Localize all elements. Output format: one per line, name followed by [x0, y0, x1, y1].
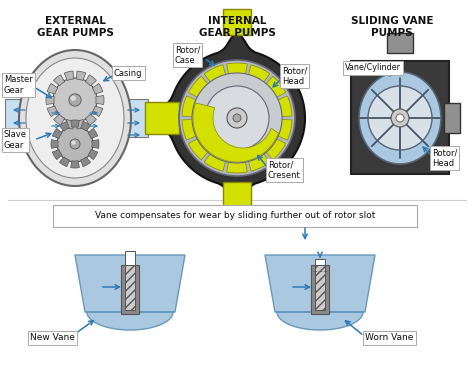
Ellipse shape [19, 50, 131, 186]
Text: Vane/Cylinder: Vane/Cylinder [345, 64, 401, 73]
Circle shape [72, 141, 76, 145]
Text: New Vane: New Vane [30, 334, 75, 342]
FancyBboxPatch shape [121, 265, 139, 314]
Wedge shape [91, 140, 99, 148]
Wedge shape [52, 150, 62, 159]
FancyBboxPatch shape [444, 103, 460, 133]
Text: Rotor/
Head: Rotor/ Head [282, 66, 307, 86]
Ellipse shape [359, 72, 441, 164]
Wedge shape [264, 137, 286, 160]
Circle shape [69, 94, 81, 106]
Wedge shape [59, 121, 69, 131]
FancyBboxPatch shape [387, 33, 413, 53]
Wedge shape [71, 161, 79, 168]
Wedge shape [51, 140, 58, 148]
Wedge shape [85, 114, 96, 125]
Wedge shape [275, 96, 292, 117]
FancyBboxPatch shape [125, 265, 135, 310]
Wedge shape [81, 157, 91, 167]
Circle shape [391, 109, 409, 127]
FancyBboxPatch shape [315, 265, 325, 310]
Polygon shape [75, 255, 185, 330]
Wedge shape [204, 152, 226, 171]
FancyBboxPatch shape [53, 205, 417, 227]
FancyBboxPatch shape [223, 182, 251, 208]
Circle shape [179, 60, 295, 176]
Circle shape [70, 139, 80, 149]
Wedge shape [92, 83, 103, 94]
Circle shape [57, 126, 93, 162]
Wedge shape [46, 95, 54, 105]
Text: Rotor/
Case: Rotor/ Case [175, 45, 201, 65]
Text: Master
Gear: Master Gear [4, 75, 33, 95]
Wedge shape [204, 65, 226, 84]
Text: SLIDING VANE
PUMPS: SLIDING VANE PUMPS [351, 16, 433, 37]
Wedge shape [64, 71, 73, 81]
Wedge shape [64, 120, 73, 129]
Wedge shape [76, 71, 86, 81]
FancyBboxPatch shape [108, 99, 148, 137]
Circle shape [227, 108, 247, 128]
Wedge shape [54, 75, 64, 86]
Wedge shape [182, 96, 199, 117]
Wedge shape [227, 63, 247, 77]
Text: Rotor/
Head: Rotor/ Head [432, 148, 457, 168]
Wedge shape [88, 129, 98, 138]
Circle shape [396, 114, 404, 122]
Wedge shape [188, 76, 210, 98]
Wedge shape [47, 106, 58, 117]
FancyBboxPatch shape [351, 61, 449, 174]
Ellipse shape [26, 58, 124, 178]
Circle shape [205, 86, 269, 150]
Wedge shape [182, 119, 199, 140]
Wedge shape [248, 152, 270, 171]
FancyBboxPatch shape [145, 102, 179, 134]
Wedge shape [76, 120, 86, 129]
Text: Worn Vane: Worn Vane [365, 334, 413, 342]
FancyBboxPatch shape [5, 99, 45, 137]
Polygon shape [193, 103, 278, 162]
Circle shape [368, 86, 432, 150]
Wedge shape [52, 129, 62, 138]
Wedge shape [47, 83, 58, 94]
Wedge shape [248, 65, 270, 84]
Text: Slave
Gear: Slave Gear [4, 130, 27, 150]
Wedge shape [188, 137, 210, 160]
Wedge shape [96, 95, 104, 105]
Text: Rotor/
Cresent: Rotor/ Cresent [268, 160, 301, 180]
Polygon shape [149, 34, 305, 202]
Text: EXTERNAL
GEAR PUMPS: EXTERNAL GEAR PUMPS [36, 16, 113, 37]
Text: Casing: Casing [114, 68, 143, 78]
Wedge shape [71, 120, 79, 127]
FancyBboxPatch shape [125, 251, 135, 265]
Text: Vane compensates for wear by sliding further out of rotor slot: Vane compensates for wear by sliding fur… [95, 212, 375, 220]
Wedge shape [275, 119, 292, 140]
Circle shape [192, 73, 282, 163]
Wedge shape [88, 150, 98, 159]
Wedge shape [59, 157, 69, 167]
Text: INTERNAL
GEAR PUMPS: INTERNAL GEAR PUMPS [199, 16, 275, 37]
Circle shape [233, 114, 241, 122]
FancyBboxPatch shape [315, 259, 325, 265]
FancyBboxPatch shape [223, 9, 251, 35]
Wedge shape [227, 159, 247, 173]
Wedge shape [54, 114, 64, 125]
Circle shape [53, 78, 97, 122]
Wedge shape [81, 121, 91, 131]
Polygon shape [265, 255, 375, 330]
Wedge shape [92, 106, 103, 117]
Wedge shape [85, 75, 96, 86]
FancyBboxPatch shape [311, 265, 329, 314]
Circle shape [71, 96, 76, 101]
Wedge shape [264, 76, 286, 98]
